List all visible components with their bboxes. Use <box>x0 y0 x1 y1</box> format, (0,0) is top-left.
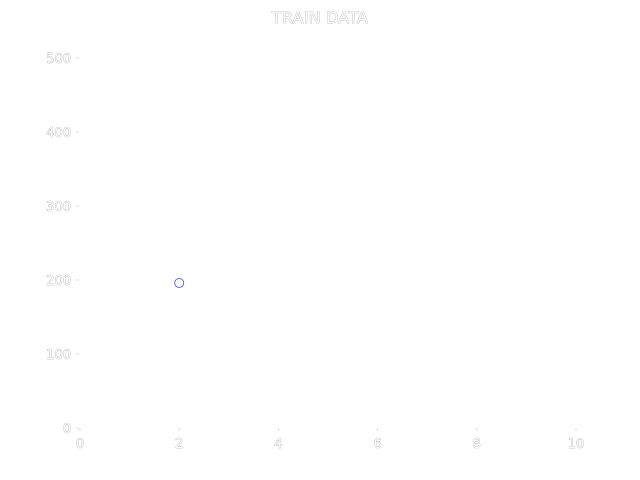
y-tick-label: 300 <box>46 200 71 215</box>
x-tick-label: 8 <box>473 437 481 452</box>
chart-title: TRAIN DATA <box>271 8 368 27</box>
x-tick-label: 10 <box>568 437 585 452</box>
x-axis: 0 2 4 6 8 10 <box>76 428 585 452</box>
data-point <box>174 277 185 288</box>
y-tick-label: 500 <box>46 52 71 67</box>
y-tick-label: 200 <box>46 274 71 289</box>
y-tick-label: 400 <box>46 126 71 141</box>
x-tick-label: 2 <box>175 437 183 452</box>
x-tick-label: 0 <box>76 437 84 452</box>
y-axis: 0 100 200 300 400 500 <box>46 52 79 437</box>
y-tick-label: 100 <box>46 348 71 363</box>
x-tick-label: 4 <box>274 437 282 452</box>
y-tick-label: 0 <box>63 422 71 437</box>
x-tick-label: 6 <box>373 437 381 452</box>
plot-points <box>174 277 185 288</box>
